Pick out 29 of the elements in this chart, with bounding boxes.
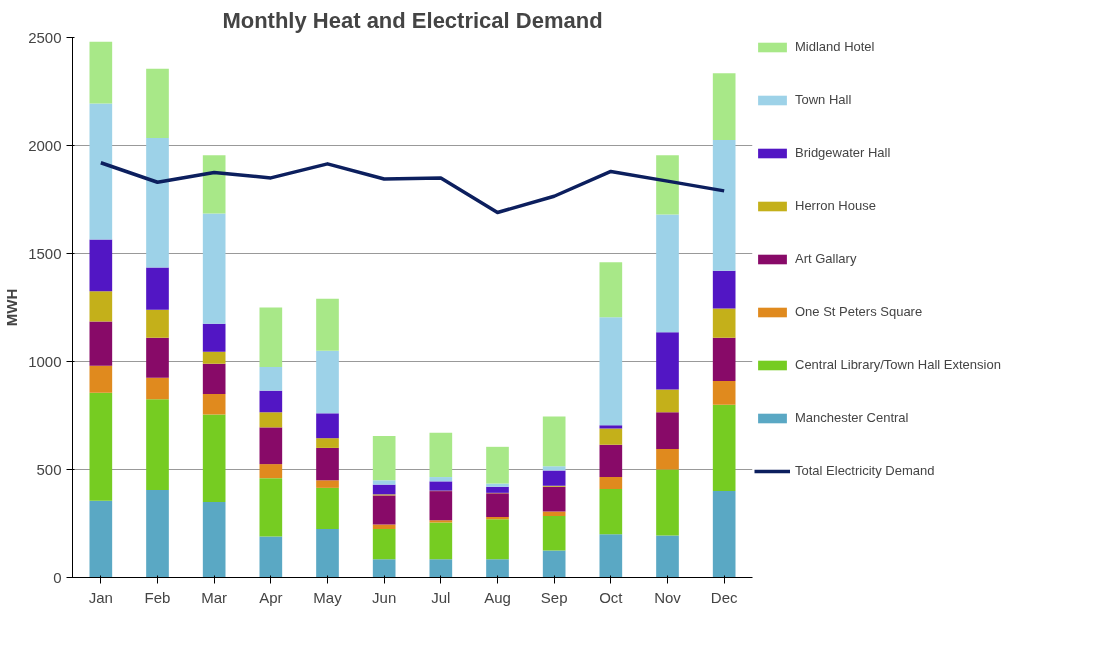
x-tick-label: Feb xyxy=(144,588,171,606)
x-tick-label: Sep xyxy=(540,588,568,606)
legend-label: Central Library/Town Hall Extension xyxy=(795,357,1001,372)
x-tick-label: Oct xyxy=(599,588,624,606)
legend-label: Herron House xyxy=(795,198,876,213)
x-tick-label: Jun xyxy=(372,588,397,606)
x-tick-label: Dec xyxy=(710,588,738,606)
x-tick-label: Apr xyxy=(259,588,283,606)
legend-label: Art Gallary xyxy=(795,251,857,266)
y-tick-label: 2500 xyxy=(28,28,62,46)
legend-label: Midland Hotel xyxy=(795,39,875,54)
legend-label: Bridgewater Hall xyxy=(795,145,891,160)
y-tick-label: 500 xyxy=(36,460,62,478)
x-tick-label: May xyxy=(313,588,343,606)
legend-label: Total Electricity Demand xyxy=(795,463,935,478)
x-tick-label: Mar xyxy=(201,588,228,606)
chart-title: Monthly Heat and Electrical Demand xyxy=(222,7,603,33)
y-tick-label: 1000 xyxy=(28,352,62,370)
x-tick-label: Jan xyxy=(88,588,113,606)
y-tick-label: 0 xyxy=(53,568,62,586)
x-tick-label: Jul xyxy=(431,588,451,606)
y-tick-label: 1500 xyxy=(28,244,62,262)
legend-label: One St Peters Square xyxy=(795,304,923,319)
legend-label: Town Hall xyxy=(795,92,852,107)
y-axis-title: MWH xyxy=(3,288,21,327)
y-tick-label: 2000 xyxy=(28,136,62,154)
legend-label: Manchester Central xyxy=(795,410,909,425)
x-tick-label: Nov xyxy=(654,588,682,606)
x-tick-label: Aug xyxy=(484,588,511,606)
